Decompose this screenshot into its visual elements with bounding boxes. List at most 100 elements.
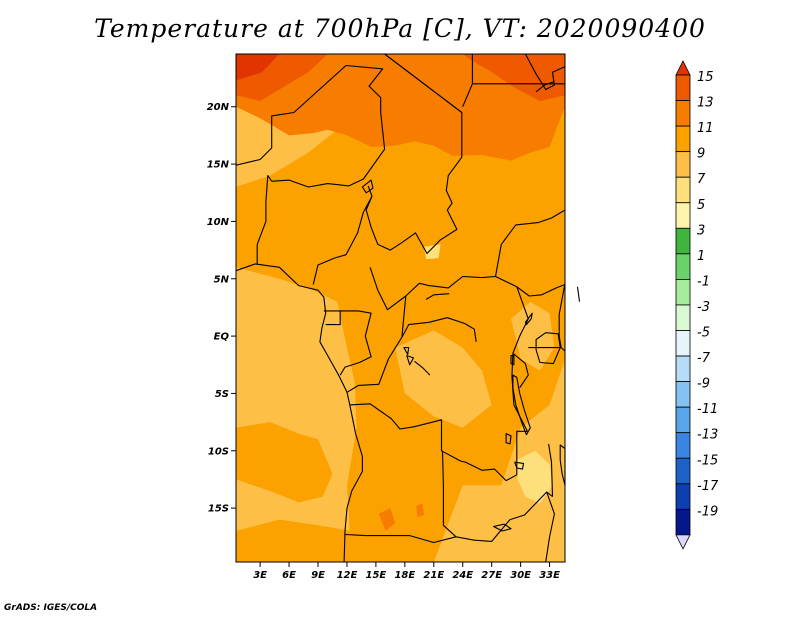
border-drc-south: [349, 403, 528, 482]
border-eq-guinea: [325, 310, 341, 326]
colorbar-segment: [675, 381, 691, 408]
colorbar-segment: [675, 74, 691, 101]
lon-tick-label: 18E: [394, 570, 415, 581]
region-7c-ea: [511, 301, 555, 371]
colorbar-label: 9: [697, 147, 705, 162]
colorbar-segment: [675, 483, 691, 510]
lake-albert: [524, 312, 533, 326]
colorbar-segment: [675, 304, 691, 331]
lon-tick-label: 3E: [253, 570, 267, 581]
colorbar-segment: [675, 100, 691, 127]
colorbar-label: 5: [697, 198, 705, 213]
lake-bangweulu: [514, 461, 525, 470]
border-chad-sudan: [365, 53, 463, 255]
lake-tanganyika: [512, 374, 531, 436]
coastline-west: [235, 263, 363, 563]
lat-tick-label: 5S: [215, 389, 229, 400]
border-angola-namibia: [344, 533, 457, 544]
colorbar-segment: [675, 278, 691, 306]
colorbar-segment: [675, 125, 691, 153]
nile-nubia: [524, 53, 566, 91]
border-car: [369, 267, 518, 311]
border-ss-south: [516, 283, 566, 297]
region-11c-north: [236, 54, 565, 161]
lake-malawi: [559, 444, 566, 486]
lat-tick-label: EQ: [214, 332, 230, 343]
colorbar-label: -7: [697, 351, 711, 366]
colorbar-label: 13: [697, 96, 714, 111]
chart-title: Temperature at 700hPa [C], VT: 202009040…: [94, 14, 706, 43]
colorbar-label: -5: [697, 326, 710, 341]
lake-turkana: [576, 286, 581, 302]
colorbar: 15 13 11 9 7 5 3 1 -1 -3 -5 -7 -9 -11 -13 -15 -17 -19: [675, 60, 719, 550]
lake-mai-ndombe: [406, 355, 415, 366]
colorbar-label: -13: [697, 428, 718, 443]
border-uganda-kenya: [558, 283, 566, 348]
colorbar-label: -3: [697, 300, 710, 315]
region-5c-east: [516, 450, 553, 504]
temperature-field: [236, 54, 565, 562]
lat-tick-label: 10S: [208, 446, 229, 457]
lon-tick-label: 33E: [539, 570, 560, 581]
region-15c-nw: [236, 54, 280, 81]
colorbar-segment: [675, 151, 691, 178]
border-angola-zambia: [441, 450, 475, 541]
red-sea-coast: [535, 80, 555, 93]
lake-chad: [361, 179, 374, 194]
border-cameroon: [312, 195, 373, 285]
lat-tick-label: 15N: [207, 160, 230, 171]
lon-tick-label: 24E: [452, 570, 473, 581]
border-nigeria-west: [256, 175, 273, 264]
lat-tick-label: 5N: [214, 274, 230, 285]
border-zambia-south: [474, 491, 553, 542]
colorbar-label: 1: [697, 249, 705, 264]
border-gabon-congo: [323, 310, 372, 376]
region-11c-spot2: [416, 503, 425, 518]
colorbar-label: -1: [697, 274, 710, 289]
region-9c-south: [236, 519, 352, 562]
colorbar-segment: [675, 202, 691, 229]
lon-tick-label: 6E: [282, 570, 296, 581]
lon-tick-label: 30E: [510, 570, 531, 581]
border-sudan-ss: [494, 209, 566, 277]
border-malawi: [548, 443, 554, 497]
colorbar-segment: [675, 355, 691, 382]
colorbar-label: -17: [697, 479, 719, 494]
lake-victoria: [535, 332, 561, 365]
colorbar-segment: [675, 406, 691, 434]
region-11c-spot: [378, 508, 396, 531]
colorbar-bottom-arrow: [675, 534, 691, 550]
country-borders: [235, 53, 581, 563]
river-kasai: [414, 360, 431, 376]
lon-tick-label: 21E: [423, 570, 444, 581]
colorbar-label: -9: [697, 377, 710, 392]
region-9c-southwest: [236, 422, 333, 503]
colorbar-segment: [675, 330, 691, 357]
lake-tumba: [403, 347, 410, 355]
river-ubangi: [425, 293, 450, 300]
colorbar-segment: [675, 253, 691, 280]
border-zimbabwe-moz: [545, 491, 555, 563]
lat-tick-label: 20N: [207, 102, 230, 113]
region-5c-central: [424, 244, 441, 260]
colorbar-label: -19: [697, 504, 718, 519]
colorbar-top-arrow: [675, 60, 691, 76]
grads-credit: GrADS: IGES/COLA: [4, 603, 98, 613]
colorbar-label: 11: [697, 121, 714, 136]
colorbar-segment: [675, 457, 691, 485]
latitude-axis: 20N 15N 10N 5N EQ 5S 10S 15S: [207, 102, 236, 515]
border-rwanda-burundi: [512, 352, 529, 389]
colorbar-label: -15: [697, 453, 718, 468]
map-frame: [235, 53, 566, 563]
lake-kariba: [493, 523, 512, 532]
region-7c-center: [395, 330, 492, 428]
lon-tick-label: 12E: [337, 570, 358, 581]
lake-kivu: [510, 355, 515, 366]
river-congo: [401, 317, 477, 342]
lon-tick-label: 15E: [366, 570, 387, 581]
lon-tick-label: 27E: [481, 570, 502, 581]
colorbar-label: 15: [697, 70, 714, 85]
border-congo-drc: [346, 295, 407, 393]
lake-mweru: [505, 433, 512, 445]
